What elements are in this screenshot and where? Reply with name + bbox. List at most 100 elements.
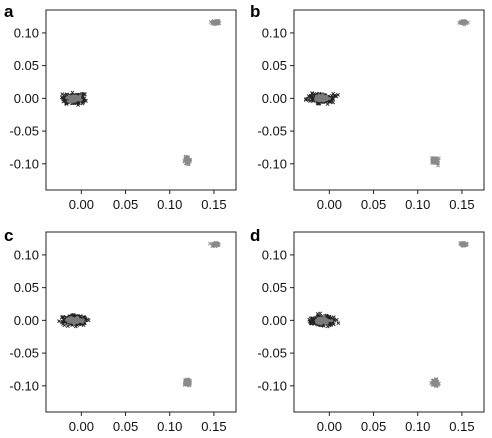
scatter-point bbox=[434, 379, 439, 384]
scatter-point bbox=[59, 95, 64, 100]
scatter-point bbox=[430, 378, 435, 383]
panel-b: b 0.10 0.05 0.00 -0.05 -0.10 0.00 0.05 0.10 0.15 bbox=[250, 2, 485, 212]
scatter-point bbox=[329, 315, 334, 320]
scatter-point bbox=[210, 244, 215, 248]
y-tick-label: 0.10 bbox=[262, 247, 287, 262]
scatter-point bbox=[434, 156, 439, 161]
panel-a: a 0.10 0.05 0.00 -0.05 -0.10 0.00 0.05 0.10 0.15 bbox=[4, 2, 237, 212]
scatter-point bbox=[336, 321, 341, 326]
plot-b: 0.10 0.05 0.00 -0.05 -0.10 0.00 0.05 0.10 0.15 bbox=[257, 9, 485, 212]
scatter-point bbox=[72, 98, 76, 102]
panel-letter-a: a bbox=[4, 2, 14, 21]
scatter-point bbox=[73, 324, 78, 329]
plot-frame bbox=[45, 9, 237, 191]
scatter-point bbox=[77, 98, 81, 102]
y-tick-label: -0.05 bbox=[257, 124, 287, 139]
x-tick-label: 0.15 bbox=[201, 197, 226, 212]
scatter-point bbox=[304, 97, 308, 102]
scatter-point bbox=[327, 97, 331, 101]
scatter-point bbox=[307, 97, 311, 102]
y-tick-label: 0.00 bbox=[14, 313, 39, 328]
scatter-point bbox=[308, 316, 313, 321]
scatter-point bbox=[317, 96, 321, 100]
scatter-point bbox=[327, 319, 331, 323]
plot-frame bbox=[293, 9, 485, 191]
plot-a: 0.10 0.05 0.00 -0.05 -0.10 0.00 0.05 0.10 0.15 bbox=[9, 9, 237, 212]
scatter-point bbox=[320, 98, 324, 102]
scatter-point bbox=[321, 318, 325, 322]
x-tick-label: 0.00 bbox=[317, 419, 342, 434]
cluster-1 bbox=[59, 90, 88, 107]
y-tick-label: 0.05 bbox=[262, 58, 287, 73]
panel-letter-c: c bbox=[4, 226, 13, 245]
cluster-1 bbox=[303, 91, 340, 106]
y-tick-label: 0.00 bbox=[262, 313, 287, 328]
scatter-point bbox=[331, 91, 336, 96]
scatter-point bbox=[324, 320, 328, 324]
cluster-3 bbox=[208, 240, 221, 249]
scatter-point bbox=[436, 163, 440, 168]
y-tick-label: 0.10 bbox=[14, 25, 39, 40]
y-tick-label: 0.05 bbox=[14, 280, 39, 295]
x-tick-label: 0.10 bbox=[405, 197, 430, 212]
scatter-point bbox=[184, 380, 189, 384]
scatter-point bbox=[61, 99, 66, 104]
scatter-point bbox=[68, 98, 72, 102]
cluster-2 bbox=[182, 154, 193, 167]
y-tick-label: -0.10 bbox=[257, 378, 287, 393]
scatter-point bbox=[187, 383, 192, 388]
scatter-point bbox=[76, 95, 80, 99]
plot-d: 0.10 0.05 0.00 -0.05 -0.10 0.00 0.05 0.10 0.15 bbox=[257, 231, 485, 434]
scatter-point bbox=[461, 241, 465, 246]
y-tick-label: -0.10 bbox=[257, 156, 287, 171]
panel-letter-b: b bbox=[250, 2, 260, 21]
x-tick-label: 0.00 bbox=[69, 197, 94, 212]
scatter-point bbox=[318, 311, 323, 316]
y-tick-label: -0.05 bbox=[9, 124, 39, 139]
scatter-point bbox=[65, 318, 69, 322]
x-tick-label: 0.05 bbox=[361, 419, 386, 434]
scatter-point bbox=[325, 96, 329, 100]
scatter-point bbox=[310, 91, 315, 95]
x-tick-label: 0.10 bbox=[157, 419, 182, 434]
y-tick-label: 0.10 bbox=[14, 247, 39, 262]
scatter-point bbox=[60, 319, 65, 324]
scatter-point bbox=[328, 322, 333, 327]
scatter-point bbox=[318, 318, 322, 322]
scatter-point bbox=[434, 160, 439, 164]
scatter-point bbox=[185, 155, 190, 160]
scatter-point bbox=[70, 100, 74, 104]
x-tick-label: 0.10 bbox=[405, 419, 430, 434]
scatter-point bbox=[66, 96, 70, 100]
x-tick-label: 0.00 bbox=[69, 419, 94, 434]
cluster-3 bbox=[457, 18, 470, 27]
scatter-point bbox=[460, 20, 465, 25]
scatter-point bbox=[61, 315, 65, 319]
y-tick-label: -0.10 bbox=[9, 156, 39, 171]
scatter-point bbox=[72, 95, 76, 99]
cluster-3 bbox=[208, 18, 222, 27]
y-tick-label: 0.10 bbox=[262, 25, 287, 40]
scatter-point bbox=[65, 324, 70, 329]
scatter-point bbox=[214, 242, 219, 247]
x-tick-label: 0.05 bbox=[113, 197, 138, 212]
scatter-point bbox=[336, 92, 340, 97]
scatter-point bbox=[436, 382, 441, 387]
scatter-point bbox=[81, 320, 85, 324]
y-tick-label: 0.05 bbox=[14, 58, 39, 73]
scatter-point bbox=[215, 21, 220, 26]
scatter-point bbox=[78, 318, 82, 322]
x-tick-label: 0.05 bbox=[113, 419, 138, 434]
cluster-3 bbox=[458, 240, 469, 248]
scatter-point bbox=[331, 100, 335, 105]
panel-letter-d: d bbox=[250, 226, 260, 245]
x-tick-label: 0.00 bbox=[317, 197, 342, 212]
x-tick-label: 0.15 bbox=[449, 197, 474, 212]
cluster-2 bbox=[429, 377, 441, 389]
scatter-point bbox=[324, 317, 328, 321]
scatter-point bbox=[321, 320, 325, 324]
scatter-point bbox=[314, 97, 318, 101]
x-tick-label: 0.15 bbox=[201, 419, 226, 434]
scatter-point bbox=[76, 320, 80, 324]
